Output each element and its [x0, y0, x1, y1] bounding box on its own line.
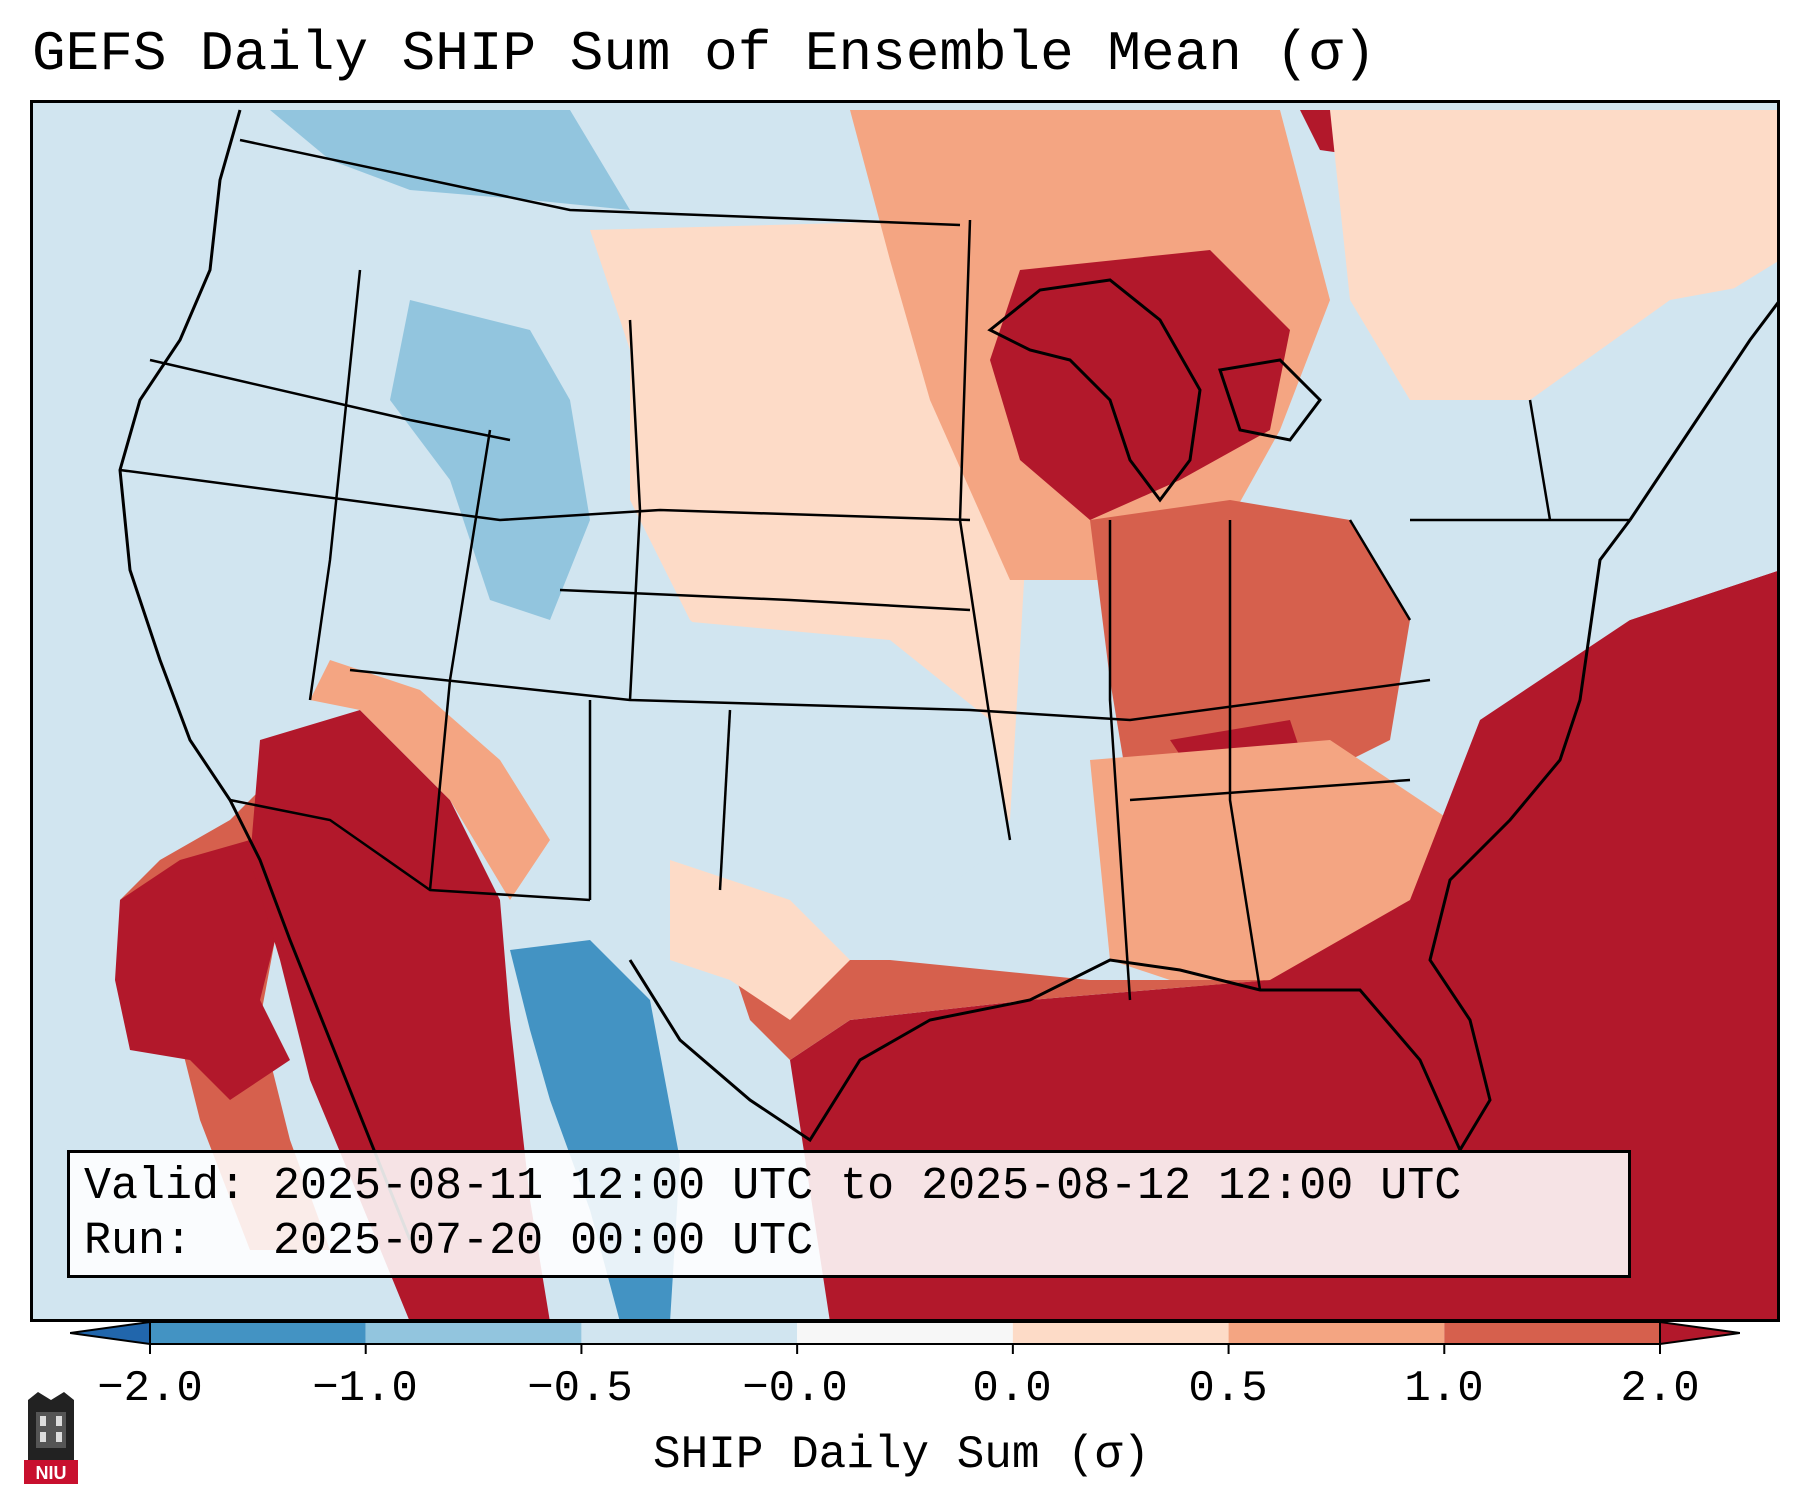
state-boundaries: [119, 138, 1630, 1001]
map-frame: [30, 100, 1780, 1322]
southwest-warm-region: [310, 660, 550, 900]
southern-plains-cool-region: [550, 620, 1010, 900]
colorbar-extend-high: [1659, 1320, 1740, 1346]
colorbar-frame: [149, 1321, 1661, 1345]
colorbar-tick-label: −0.5: [527, 1364, 633, 1414]
northeast-coastline: [1628, 299, 1780, 521]
northwest-cool-region: [270, 110, 630, 210]
colorbar: [70, 1320, 1740, 1354]
south-texas-light-region: [670, 860, 850, 1020]
pacific-hot-region: [115, 840, 290, 1100]
map-title: GEFS Daily SHIP Sum of Ensemble Mean (σ): [32, 22, 1377, 86]
colorbar-tick-label: 0.5: [1188, 1364, 1268, 1414]
map-panel: [30, 100, 1780, 1322]
svg-text:NIU: NIU: [36, 1463, 67, 1483]
colorbar-tick-label: 2.0: [1620, 1364, 1700, 1414]
colorbar-segment: [797, 1322, 1013, 1344]
colorbar-segment: [581, 1322, 798, 1344]
colorbar-tick-label: −1.0: [312, 1364, 418, 1414]
west-coastline: [118, 109, 412, 1241]
colorbar-segment: [1228, 1322, 1445, 1344]
valid-run-info-box: Valid: 2025-08-11 12:00 UTC to 2025-08-1…: [67, 1150, 1631, 1278]
colorbar-tick-label: −2.0: [97, 1364, 203, 1414]
valid-time-line: Valid: 2025-08-11 12:00 UTC to 2025-08-1…: [84, 1161, 1462, 1212]
colorbar-segment: [365, 1322, 582, 1344]
west-cool-region: [390, 300, 590, 620]
northeast-cool-region: [1470, 280, 1780, 640]
gulf-coast-warm-region: [730, 960, 1270, 1060]
colorbar-tick-label: −0.0: [742, 1364, 848, 1414]
colorbar-tick-label: 0.0: [972, 1364, 1052, 1414]
run-time-line: Run: 2025-07-20 00:00 UTC: [84, 1216, 814, 1267]
colorbar-segment: [1012, 1322, 1229, 1344]
niu-logo: NIU: [24, 1392, 78, 1484]
atlantic-gulf-hot-region: [790, 570, 1780, 1322]
colorbar-tick-label: 1.0: [1404, 1364, 1484, 1414]
colorbar-segment: [150, 1322, 366, 1344]
great-lakes-hot-region: [990, 250, 1290, 520]
gulf-coastline: [628, 519, 1632, 1154]
great-lakes-outline: [987, 278, 1322, 503]
colorbar-label: SHIP Daily Sum (σ): [653, 1429, 1150, 1481]
colorbar-segment: [1444, 1322, 1660, 1344]
colorbar-extend-low: [70, 1320, 151, 1346]
